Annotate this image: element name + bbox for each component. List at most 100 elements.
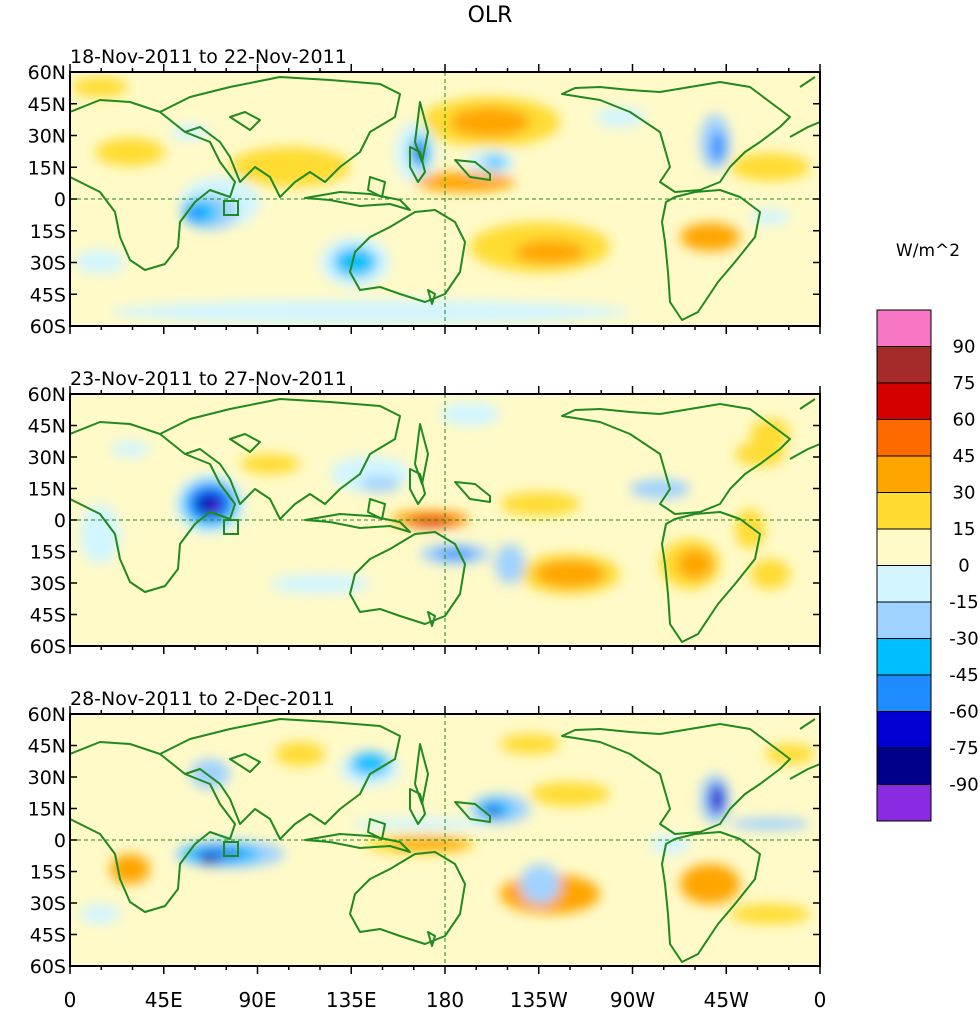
- anomaly-region: [535, 560, 605, 588]
- colorbar-swatch: [876, 638, 932, 676]
- colorbar-label: 60: [953, 410, 976, 431]
- anomaly-region: [410, 518, 450, 526]
- anomaly-region: [230, 147, 350, 187]
- panel-date-range: 28-Nov-2011 to 2-Dec-2011: [70, 688, 335, 710]
- colorbar-label: 30: [953, 483, 976, 504]
- anomaly-region: [211, 506, 219, 512]
- anomaly-region: [110, 300, 630, 324]
- lat-tick-label: 60N: [28, 704, 66, 726]
- anomaly-region: [190, 759, 230, 789]
- lat-tick-label: 45S: [30, 605, 66, 627]
- anomaly-region: [750, 209, 790, 225]
- colorbar-swatch: [876, 747, 932, 785]
- figure-title: OLR: [468, 3, 513, 28]
- anomaly-region: [680, 223, 740, 251]
- colorbar-label: 0: [958, 556, 969, 577]
- anomaly-region: [435, 549, 475, 559]
- anomaly-region: [750, 559, 790, 589]
- lon-tick-label: 135E: [326, 988, 377, 1012]
- colorbar-label: -75: [949, 738, 978, 759]
- colorbar-swatch: [876, 784, 932, 822]
- lat-tick-label: 15N: [28, 799, 66, 821]
- anomaly-region: [270, 574, 370, 594]
- anomaly-region: [80, 504, 120, 564]
- anomaly-region: [730, 153, 810, 181]
- colorbar-swatch: [876, 601, 932, 639]
- panel-date-range: 18-Nov-2011 to 22-Nov-2011: [70, 46, 347, 68]
- anomaly-region: [360, 476, 400, 492]
- anomaly-region: [500, 492, 580, 516]
- lat-tick-label: 30N: [28, 767, 66, 789]
- index-box: [223, 841, 239, 857]
- anomaly-region: [709, 783, 725, 815]
- colorbar-swatch: [876, 419, 932, 457]
- lat-tick-label: 45S: [30, 925, 66, 947]
- lat-tick-label: 15S: [30, 862, 66, 884]
- lat-tick-label: 30S: [30, 573, 66, 595]
- lat-tick-label: 30S: [30, 253, 66, 275]
- lat-tick-label: 45S: [30, 284, 66, 306]
- anomaly-region: [200, 854, 220, 864]
- colorbar: 90 75 60 45 30 15 0 -15 -30 -45 -60 -75 -90: [876, 309, 979, 822]
- anomaly-region: [240, 454, 300, 474]
- anomaly-region: [500, 734, 560, 754]
- lat-tick-label: 30N: [28, 447, 66, 469]
- lat-tick-label: 15N: [28, 157, 66, 179]
- panel-date-range: 23-Nov-2011 to 27-Nov-2011: [70, 368, 347, 390]
- anomaly-region: [730, 904, 810, 924]
- anomaly-region: [495, 544, 525, 584]
- colorbar-swatch: [876, 711, 932, 749]
- colorbar-label: -90: [949, 775, 978, 796]
- anomaly-region: [520, 864, 560, 904]
- lat-tick-label: 60S: [30, 636, 66, 658]
- lat-tick-label: 0: [54, 189, 66, 211]
- anomaly-region: [515, 240, 585, 264]
- anomaly-region: [390, 838, 470, 850]
- lat-tick-label: 0: [54, 830, 66, 852]
- index-box: [223, 200, 239, 216]
- anomaly-region: [750, 419, 790, 449]
- lon-tick-label: 45E: [145, 988, 183, 1012]
- colorbar-swatch: [876, 565, 932, 603]
- colorbar-label: 75: [953, 373, 976, 394]
- anomaly-region: [530, 782, 610, 806]
- colorbar-swatch: [876, 492, 932, 530]
- anomaly-region: [75, 250, 125, 274]
- lon-tick-label: 0: [64, 988, 77, 1012]
- lon-tick-label: 45W: [704, 988, 749, 1012]
- longitude-axis: 0 45E 90E 135E 180 135W 90W 45W 0: [64, 988, 827, 1012]
- anomaly-region: [630, 479, 690, 499]
- anomaly-region: [95, 138, 165, 166]
- colorbar-label: -15: [949, 592, 978, 613]
- anomaly-region: [72, 77, 128, 97]
- anomaly-region: [680, 864, 740, 904]
- lon-tick-label: 0: [814, 988, 827, 1012]
- colorbar-units: W/m^2: [896, 241, 960, 261]
- lat-tick-label: 60N: [28, 62, 66, 84]
- anomaly-region: [485, 806, 501, 816]
- anomaly-region: [677, 549, 713, 579]
- lat-tick-label: 45N: [28, 416, 66, 438]
- lon-tick-label: 90W: [610, 988, 655, 1012]
- colorbar-swatch: [876, 346, 932, 384]
- anomaly-region: [730, 818, 810, 830]
- colorbar-swatch: [876, 382, 932, 420]
- anomaly-region: [170, 124, 210, 140]
- anomaly-region: [186, 208, 204, 220]
- lat-tick-label: 60S: [30, 316, 66, 338]
- anomaly-region: [450, 107, 530, 137]
- lon-tick-label: 135W: [510, 988, 568, 1012]
- anomaly-region: [333, 247, 377, 277]
- anomaly-region: [415, 172, 515, 192]
- anomaly-region: [275, 742, 325, 766]
- colorbar-swatch: [876, 528, 932, 566]
- lat-tick-label: 30N: [28, 126, 66, 148]
- lat-tick-label: 15S: [30, 221, 66, 243]
- anomaly-region: [711, 131, 725, 163]
- lat-tick-label: 45N: [28, 736, 66, 758]
- colorbar-swatch: [876, 674, 932, 712]
- anomaly-region: [735, 509, 765, 549]
